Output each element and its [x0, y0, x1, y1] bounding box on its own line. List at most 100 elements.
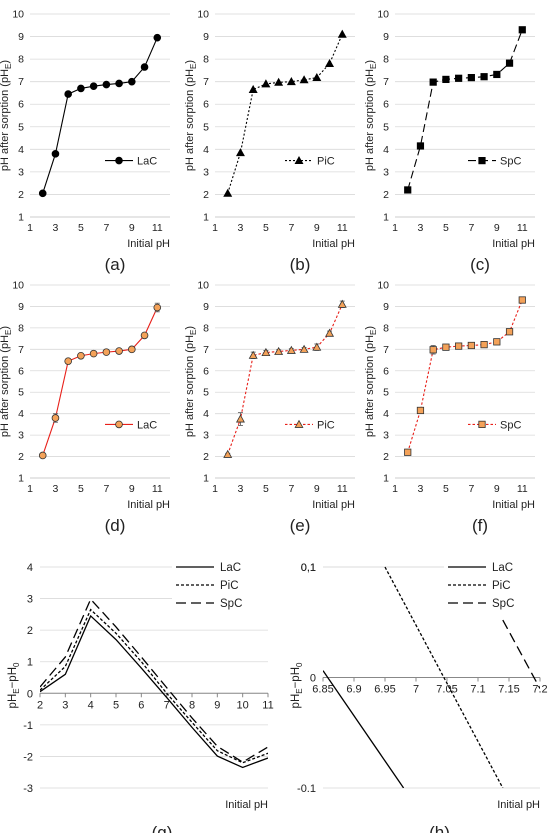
y-tick-label: 2: [18, 189, 24, 201]
data-point: [261, 79, 271, 88]
data-point: [312, 342, 322, 351]
data-point: [286, 345, 296, 354]
data-point: [153, 303, 162, 312]
data-point: [128, 77, 136, 86]
y-tick-label: 10: [377, 9, 389, 21]
y-axis-minus: −pH: [290, 667, 302, 688]
x-tick-label: 11: [152, 483, 163, 495]
data-point: [299, 344, 309, 353]
panel-caption: (c): [470, 255, 490, 274]
x-tick-label: 3: [53, 483, 59, 495]
x-tick-label: 11: [337, 222, 348, 234]
y-axis-title-close: ): [184, 326, 196, 330]
y-axis-sub: 0: [12, 662, 21, 667]
data-point: [404, 448, 412, 456]
data-point: [223, 449, 233, 458]
data-point: [89, 349, 98, 358]
data-point: [337, 29, 347, 38]
legend-label: SpC: [500, 419, 521, 431]
x-tick-label: 9: [214, 699, 220, 711]
x-tick-label: 1: [212, 483, 218, 495]
x-tick-label: 9: [314, 222, 320, 234]
y-axis-title-text: pH after sorption (pH: [364, 335, 376, 437]
data-point: [64, 90, 72, 98]
data-point: [325, 58, 335, 68]
y-tick-label: 8: [203, 322, 209, 334]
series-line-lac: [323, 670, 405, 788]
x-tick-label: 9: [129, 222, 135, 234]
y-tick-label: 9: [203, 31, 209, 43]
data-point: [64, 357, 72, 365]
series-line-spc: [40, 598, 268, 763]
panel-e: 1 2 3 4 5 6 7 8 9 10 1 3 5 7 9 11 Initial pH pH after sor…: [184, 280, 355, 536]
y-axis-title-sub: E: [4, 64, 13, 69]
x-tick-label: 9: [494, 222, 500, 234]
y-tick-label: 5: [383, 387, 389, 399]
y-tick-label: 6: [383, 365, 389, 377]
data-point: [480, 73, 488, 81]
data-point: [140, 63, 149, 71]
panel-f: 1 2 3 4 5 6 7 8 9 10 1 3 5 7 9 11 Initial pH pH after sor…: [364, 280, 535, 536]
y-axis-sub: E: [12, 688, 21, 693]
series-group: [40, 598, 268, 769]
data-point: [416, 142, 425, 150]
y-tick-label: 2: [27, 625, 33, 637]
data-point: [442, 75, 450, 84]
x-tick-label: 5: [263, 222, 269, 234]
x-tick-label: 5: [78, 483, 84, 495]
y-tick-label: 6: [203, 99, 209, 111]
x-tick-label: 7: [468, 483, 474, 495]
y-tick-label: 7: [203, 344, 209, 356]
data-point: [480, 341, 488, 349]
data-point: [518, 26, 526, 34]
series-line-pic: [384, 566, 504, 788]
y-tick-label: 10: [12, 280, 24, 292]
x-tick-label: 1: [212, 222, 218, 234]
y-axis-title-text: pH after sorption (pH: [0, 69, 11, 171]
y-tick-label: 3: [383, 166, 389, 178]
y-tick-label: 5: [383, 121, 389, 133]
y-tick-label: 6: [18, 365, 24, 377]
data-point: [77, 84, 85, 93]
y-tick-label: 4: [27, 562, 33, 574]
y-tick-label: 2: [203, 189, 209, 201]
data-point: [493, 338, 501, 346]
x-tick-label: 8: [189, 699, 195, 711]
legend-marker: [294, 155, 304, 165]
y-axis-title: pH after sorption (pHE): [0, 326, 13, 437]
y-tick-label: 7: [18, 344, 24, 356]
y-axis-title-sub: E: [4, 330, 13, 335]
y-axis-title: pH after sorption (pHE): [184, 326, 198, 437]
y-tick-label: 6: [203, 365, 209, 377]
panel-a: 1 2 3 4 5 6 7 8 9 10 1 3 5 7 9 11 Initial pH pH after sor…: [0, 9, 170, 275]
x-tick-label: 4: [88, 699, 94, 711]
data-point: [102, 348, 111, 356]
y-tick-label: 5: [203, 121, 209, 133]
y-tick-label: 7: [203, 76, 209, 88]
y-tick-label: 4: [203, 408, 209, 420]
y-axis-title: pH after sorption (pHE): [364, 326, 378, 437]
y-axis-title: pHE−pH0: [290, 662, 304, 708]
data-point: [248, 84, 258, 94]
data-point: [235, 414, 245, 423]
series-line-spc: [502, 619, 540, 689]
y-axis-title-close: ): [364, 60, 376, 64]
y-tick-label: 8: [203, 54, 209, 66]
x-tick-label: 3: [53, 222, 59, 234]
y-axis-sub: 0: [295, 662, 304, 667]
x-axis-title: Initial pH: [225, 799, 268, 811]
x-tick-label: 3: [238, 222, 244, 234]
data-point: [140, 331, 149, 340]
legend-label: SpC: [500, 156, 521, 168]
y-tick-label: 4: [203, 144, 209, 156]
legend-marker: [115, 156, 123, 165]
x-tick-label: 11: [152, 222, 163, 234]
x-tick-label: 7: [413, 684, 419, 696]
series-group: [323, 566, 540, 788]
x-tick-label: 2: [37, 699, 43, 711]
series-line: [42, 37, 158, 194]
data-point: [274, 346, 284, 355]
y-axis-title-sub: E: [369, 64, 378, 69]
x-tick-label: 7.2: [532, 684, 547, 696]
